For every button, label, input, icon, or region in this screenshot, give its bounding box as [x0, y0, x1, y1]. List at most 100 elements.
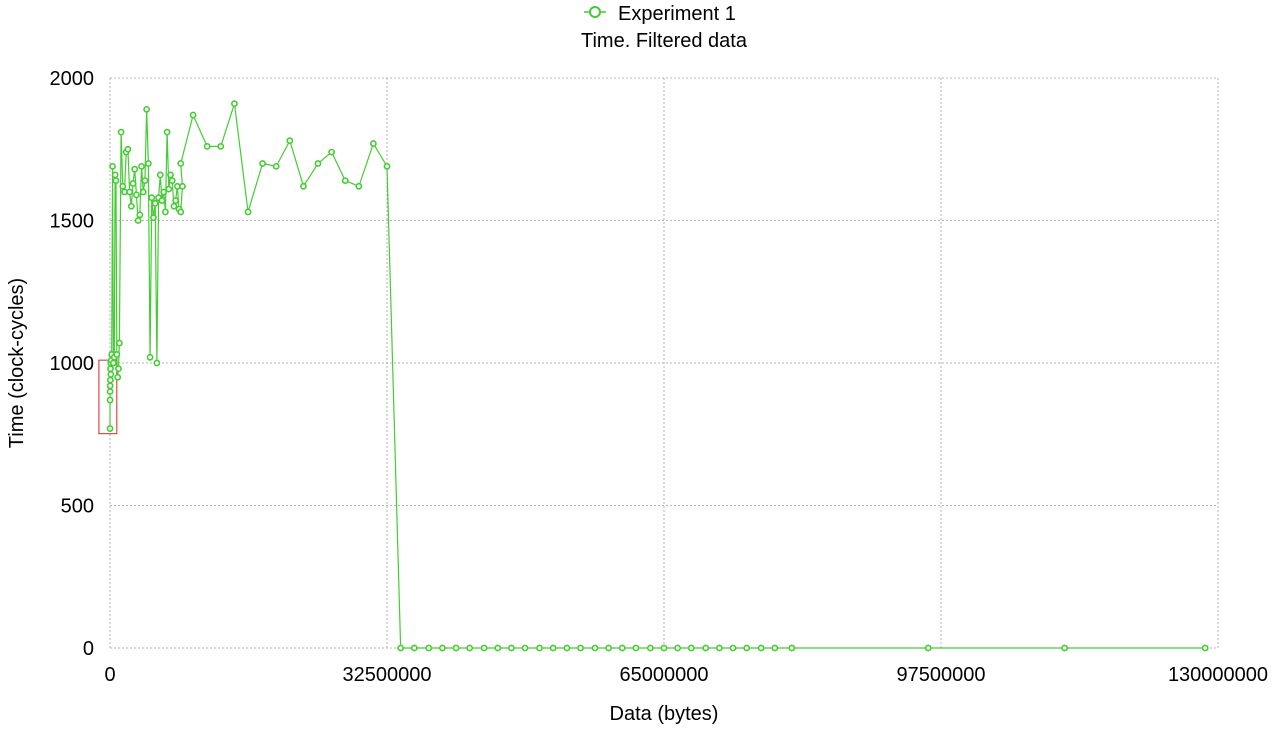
y-tick-label: 1000 [50, 353, 95, 375]
x-tick-label: 65000000 [620, 664, 709, 686]
data-point [148, 194, 156, 202]
data-point [788, 644, 796, 652]
data-point [397, 644, 405, 652]
data-point [1201, 644, 1209, 652]
data-point [591, 644, 599, 652]
y-tick-label: 500 [61, 496, 94, 518]
data-point [129, 180, 137, 187]
x-axis-ticks: 0 32500000 65000000 97500000 130000000 [104, 664, 1268, 686]
data-point [144, 160, 152, 167]
x-tick-label: 130000000 [1168, 664, 1268, 686]
data-point [618, 644, 626, 652]
data-point [314, 160, 322, 167]
x-tick-label: 97500000 [897, 664, 986, 686]
data-point [136, 211, 144, 219]
data-point [425, 644, 433, 652]
series-line-1 [109, 103, 1206, 649]
data-point [133, 191, 140, 199]
series-layer [106, 100, 1209, 652]
data-point [466, 644, 474, 652]
x-tick-label: 0 [104, 664, 115, 686]
data-point [113, 351, 121, 358]
data-point [131, 165, 139, 173]
data-point [521, 644, 529, 652]
data-point [161, 208, 169, 216]
data-point [126, 188, 134, 196]
x-axis-title: Data (bytes) [610, 703, 719, 725]
data-point [138, 162, 145, 170]
data-point [106, 382, 114, 390]
x-tick-label: 32500000 [343, 664, 432, 686]
data-point [729, 644, 737, 652]
data-point [438, 644, 446, 652]
data-point [716, 644, 723, 652]
data-point [156, 171, 164, 179]
data-point [646, 644, 654, 652]
data-point [300, 182, 307, 190]
data-point [110, 359, 117, 367]
data-point [924, 644, 932, 652]
data-point [177, 160, 185, 167]
highlight-box [98, 359, 118, 435]
data-point [286, 137, 294, 145]
data-point [383, 162, 391, 170]
data-point [203, 142, 211, 150]
data-point [106, 376, 114, 384]
data-point [107, 370, 115, 378]
data-point [757, 644, 765, 652]
data-point [244, 208, 252, 216]
data-point [117, 128, 125, 136]
data-point [106, 396, 114, 404]
data-point [1061, 644, 1068, 652]
data-point [369, 140, 377, 147]
data-point [168, 177, 176, 184]
data-point [577, 644, 584, 652]
data-point [702, 644, 710, 652]
data-point [114, 373, 122, 381]
data-point [536, 644, 543, 652]
legend-label-experiment-1: Experiment 1 [618, 3, 736, 25]
data-point [107, 365, 114, 373]
data-point [189, 111, 197, 119]
data-point [143, 105, 151, 113]
data-point [115, 339, 123, 347]
data-point [109, 162, 116, 170]
data-point [146, 353, 154, 361]
data-point [165, 185, 173, 193]
data-point [632, 644, 640, 652]
data-point [172, 197, 180, 204]
data-point [231, 100, 238, 108]
y-axis-title: Time (clock-cycles) [6, 278, 28, 448]
data-point [328, 148, 335, 156]
data-point [674, 644, 682, 652]
data-point [563, 644, 571, 652]
chart-title: Time. Filtered data [581, 30, 748, 52]
data-point [127, 202, 135, 210]
data-point [179, 182, 186, 190]
data-point [119, 182, 127, 190]
data-point [177, 208, 185, 216]
data-point [272, 162, 280, 170]
data-point [660, 644, 668, 652]
annotations [98, 359, 118, 435]
data-point [743, 644, 751, 652]
data-point [259, 160, 266, 167]
data-point [163, 128, 171, 136]
data-point [549, 644, 557, 652]
data-point [605, 644, 612, 652]
data-point [160, 188, 168, 196]
data-point [170, 202, 178, 210]
data-point [112, 177, 120, 184]
legend-marker-swatch [589, 6, 601, 18]
y-tick-label: 1500 [50, 211, 95, 233]
data-point [141, 177, 149, 184]
data-point [508, 644, 515, 652]
data-point [687, 644, 695, 652]
data-point [158, 197, 166, 204]
data-point [115, 365, 122, 373]
data-point [480, 644, 488, 652]
data-point [124, 145, 132, 153]
data-point [167, 171, 174, 179]
data-point [134, 217, 142, 224]
data-point [150, 214, 157, 222]
